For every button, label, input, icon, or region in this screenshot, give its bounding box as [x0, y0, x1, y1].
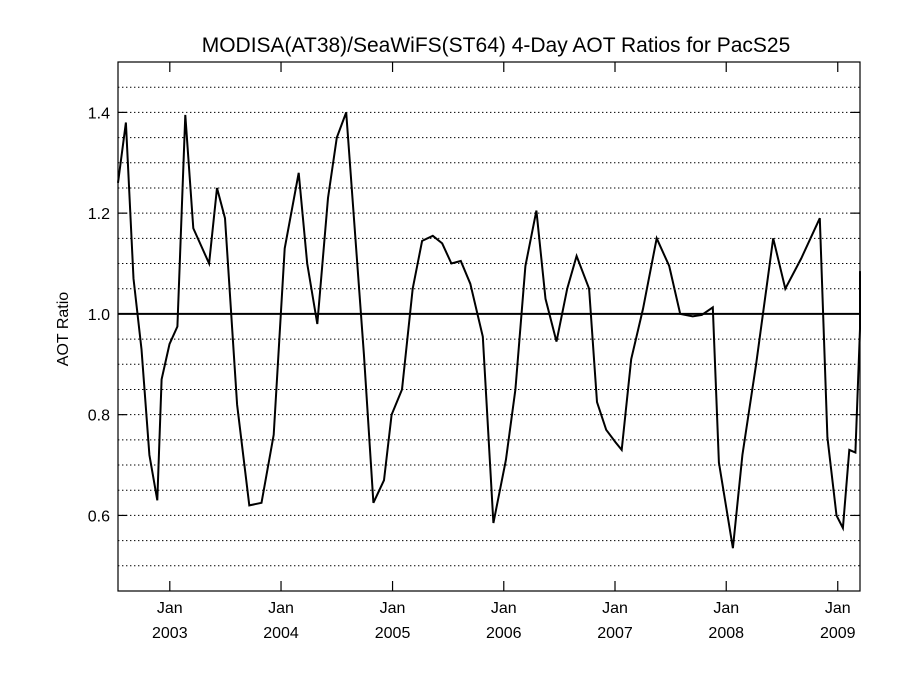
x-tick-month-label: Jan: [602, 600, 628, 617]
plot-frame: [117, 61, 861, 592]
y-tick-label: 0.8: [88, 408, 110, 425]
y-tick-label: 1.4: [88, 105, 110, 122]
y-axis-label: AOT Ratio: [55, 292, 72, 367]
x-tick-year-label: 2005: [375, 625, 411, 642]
x-tick-month-label: Jan: [268, 600, 294, 617]
tick-labels: 0.6 0.8 1.0 1.2 1.4 Jan 2003 Jan 2004 Jan 2005 Jan 2…: [88, 105, 856, 642]
y-tick-label: 1.2: [88, 206, 110, 223]
x-tick-year-label: 2003: [152, 625, 188, 642]
x-tick-month-label: Jan: [713, 600, 739, 617]
x-tick-month-label: Jan: [491, 600, 517, 617]
grid-lines: [118, 86, 860, 567]
x-tick-year-label: 2008: [708, 625, 744, 642]
x-tick-year-label: 2009: [820, 625, 856, 642]
axis-ticks: [118, 62, 860, 591]
series-line: [117, 112, 861, 549]
x-tick-month-label: Jan: [157, 600, 183, 617]
y-tick-label: 0.6: [88, 508, 110, 525]
x-tick-year-label: 2007: [597, 625, 633, 642]
x-tick-year-label: 2006: [486, 625, 522, 642]
chart-title: MODISA(AT38)/SeaWiFS(ST64) 4-Day AOT Rat…: [202, 34, 791, 57]
x-tick-year-label: 2004: [263, 625, 299, 642]
y-tick-label: 1.0: [88, 307, 110, 324]
x-tick-month-label: Jan: [380, 600, 406, 617]
x-tick-month-label: Jan: [825, 600, 851, 617]
